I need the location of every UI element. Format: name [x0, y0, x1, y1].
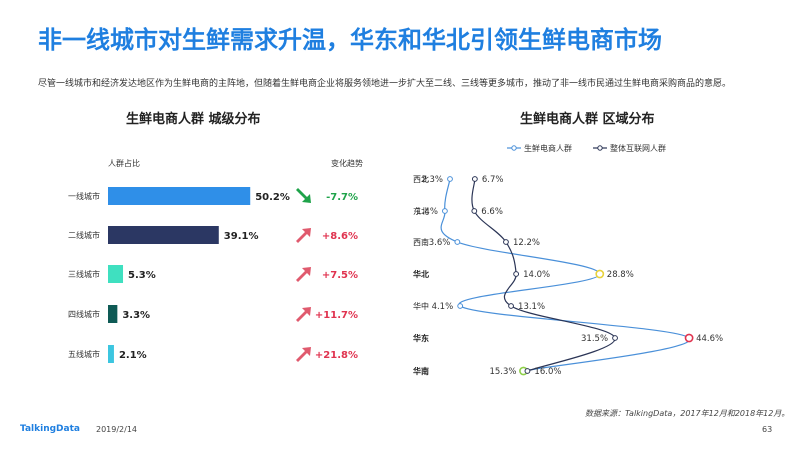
line-chart-title: 生鲜电商人群 区域分布: [520, 112, 655, 127]
change-label: +8.6%: [322, 231, 358, 242]
bar-category-label: 四线城市: [68, 309, 100, 319]
point-value-label: 16.0%: [534, 367, 561, 377]
region-label: 华东: [413, 333, 429, 343]
point-value-label: 1.4%: [416, 207, 438, 217]
legend-label-internet: 整体互联网人群: [610, 143, 666, 153]
point-value-label: 28.8%: [607, 270, 634, 280]
point-value-label: 15.3%: [489, 367, 516, 377]
data-point: [612, 335, 618, 341]
region-label: 西北: [413, 175, 429, 184]
bar: [108, 345, 114, 363]
bar: [108, 305, 118, 323]
data-point: [447, 176, 453, 182]
bar-value-label: 5.3%: [128, 270, 156, 281]
region-label: 华中: [413, 301, 429, 311]
data-point: [513, 271, 520, 277]
point-value-label: 14.0%: [523, 270, 550, 280]
point-value-label: 6.6%: [481, 207, 503, 217]
region-label: 东北: [413, 206, 429, 216]
talkingdata-logo: TalkingData: [20, 424, 80, 434]
data-point: [471, 208, 478, 214]
point-value-label: 4.1%: [432, 302, 454, 312]
legend-marker-internet: [597, 145, 603, 151]
bar-chart-title: 生鲜电商人群 城级分布: [126, 112, 261, 127]
page-title: 非一线城市对生鲜需求升温，华东和华北引领生鲜电商市场: [38, 26, 662, 54]
data-point: [454, 239, 461, 245]
bar-value-label: 39.1%: [224, 231, 259, 242]
data-source: 数据来源：TalkingData，2017年12月和2018年12月。: [585, 409, 790, 418]
data-point: [595, 269, 605, 279]
region-label: 华南: [413, 366, 429, 376]
col-header-change: 变化趋势: [331, 158, 363, 168]
col-header-share: 人群占比: [108, 158, 140, 168]
data-point: [508, 303, 514, 309]
trend-down-arrow-icon: [296, 188, 311, 203]
data-point: [503, 239, 509, 245]
bar: [108, 226, 219, 244]
page-number: 63: [762, 425, 773, 434]
point-value-label: 31.5%: [581, 334, 608, 344]
page-subtitle: 尽管一线城市和经济发达地区作为生鲜电商的主阵地，但随着生鲜电商企业将服务领地进一…: [38, 79, 732, 89]
bar: [108, 187, 251, 205]
point-value-label: 13.1%: [518, 302, 545, 312]
change-label: -7.7%: [326, 192, 358, 203]
trend-up-arrow-icon: [296, 267, 311, 282]
legend-marker-ecommerce: [511, 145, 517, 151]
footer-date: 2019/2/14: [96, 425, 138, 434]
bar-category-label: 二线城市: [68, 230, 100, 240]
bar-value-label: 50.2%: [255, 192, 290, 203]
change-label: +11.7%: [315, 310, 358, 321]
bar: [108, 265, 124, 283]
bar-value-label: 3.3%: [122, 310, 150, 321]
point-value-label: 2.3%: [421, 175, 443, 185]
ecommerce-series-line: [440, 178, 690, 372]
bar-category-label: 三线城市: [68, 269, 100, 279]
point-value-label: 12.2%: [513, 238, 540, 248]
data-point: [471, 176, 478, 182]
bar-category-label: 一线城市: [68, 191, 100, 201]
point-value-label: 6.7%: [482, 175, 504, 185]
bar-value-label: 2.1%: [119, 350, 147, 361]
trend-up-arrow-icon: [296, 228, 311, 243]
legend-label-ecommerce: 生鲜电商人群: [524, 143, 572, 153]
trend-up-arrow-icon: [296, 307, 311, 322]
data-point: [684, 333, 694, 343]
bar-category-label: 五线城市: [68, 349, 100, 359]
data-point: [524, 368, 531, 374]
trend-up-arrow-icon: [296, 347, 311, 362]
region-label: 华北: [413, 269, 429, 279]
change-label: +21.8%: [315, 350, 358, 361]
point-value-label: 3.6%: [429, 238, 451, 248]
change-label: +7.5%: [322, 270, 358, 281]
point-value-label: 44.6%: [696, 334, 723, 344]
data-point: [457, 303, 464, 309]
data-point: [442, 208, 448, 214]
region-label: 西南: [413, 237, 429, 247]
